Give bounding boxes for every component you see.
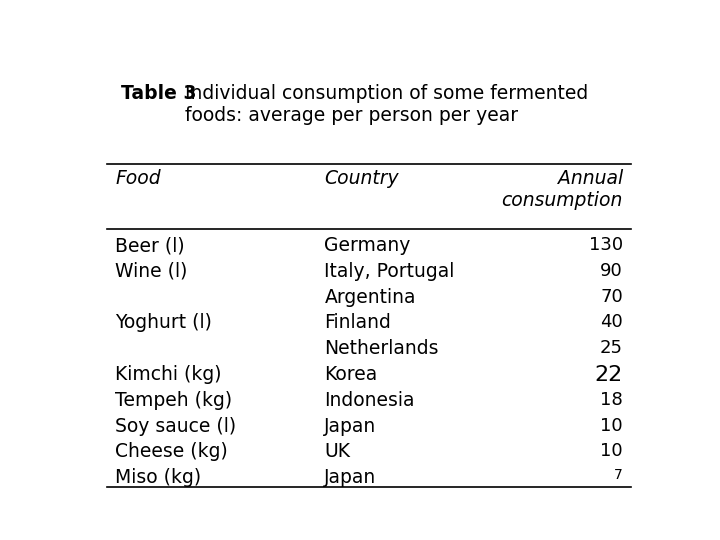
Text: Italy, Portugal: Italy, Portugal xyxy=(324,262,455,281)
Text: 10: 10 xyxy=(600,442,623,460)
Text: 70: 70 xyxy=(600,288,623,306)
Text: 90: 90 xyxy=(600,262,623,280)
Text: Individual consumption of some fermented
foods: average per person per year: Individual consumption of some fermented… xyxy=(185,84,588,125)
Text: UK: UK xyxy=(324,442,351,461)
Text: Japan: Japan xyxy=(324,416,377,436)
Text: Food: Food xyxy=(115,168,161,188)
Text: Germany: Germany xyxy=(324,236,410,255)
Text: Indonesia: Indonesia xyxy=(324,391,415,410)
Text: Soy sauce (l): Soy sauce (l) xyxy=(115,416,236,436)
Text: Finland: Finland xyxy=(324,313,391,333)
Text: Cheese (kg): Cheese (kg) xyxy=(115,442,228,461)
Text: 40: 40 xyxy=(600,313,623,332)
Text: 130: 130 xyxy=(589,236,623,254)
Text: Argentina: Argentina xyxy=(324,288,416,307)
Text: 7: 7 xyxy=(614,468,623,482)
Text: 18: 18 xyxy=(600,391,623,409)
Text: Korea: Korea xyxy=(324,365,377,384)
Text: Kimchi (kg): Kimchi (kg) xyxy=(115,365,222,384)
Text: Country: Country xyxy=(324,168,399,188)
Text: Beer (l): Beer (l) xyxy=(115,236,185,255)
Text: 10: 10 xyxy=(600,416,623,435)
Text: Table 3: Table 3 xyxy=(121,84,196,103)
Text: Yoghurt (l): Yoghurt (l) xyxy=(115,313,212,333)
Text: 22: 22 xyxy=(595,365,623,385)
Text: Wine (l): Wine (l) xyxy=(115,262,187,281)
Text: Netherlands: Netherlands xyxy=(324,339,439,358)
Text: Miso (kg): Miso (kg) xyxy=(115,468,201,487)
Text: Annual
consumption: Annual consumption xyxy=(502,168,623,210)
Text: 25: 25 xyxy=(600,339,623,357)
Text: Tempeh (kg): Tempeh (kg) xyxy=(115,391,233,410)
Text: Japan: Japan xyxy=(324,468,377,487)
